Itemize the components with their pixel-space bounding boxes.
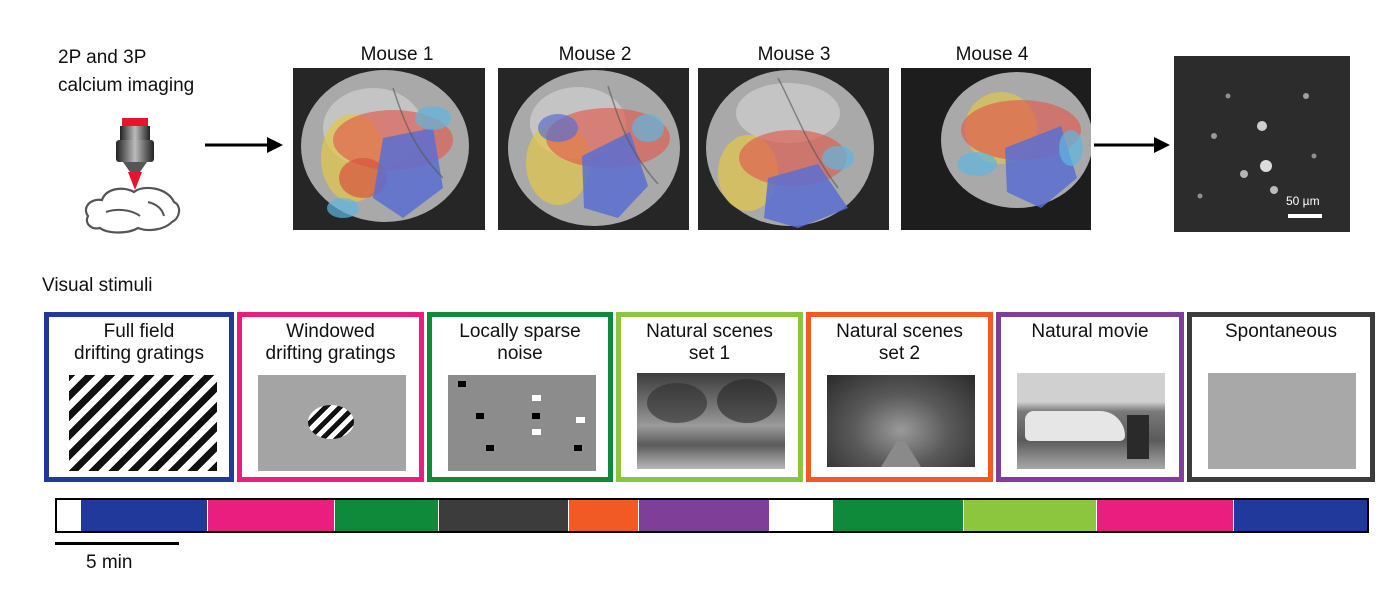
stimulus-locally-sparse-noise: Locally sparse noise <box>427 312 613 482</box>
stimulus-title-line1: Windowed <box>286 321 375 342</box>
retinotopic-map-1 <box>293 68 485 230</box>
mouse-label-3: Mouse 3 <box>757 44 831 65</box>
stimulus-title-line2: set 1 <box>688 343 731 364</box>
retinotopic-map-3 <box>698 68 889 230</box>
mouse-brain-icon <box>84 186 181 234</box>
timeline-segment <box>768 500 833 531</box>
stimulus-natural-movie: Natural movie <box>996 312 1184 482</box>
stimulus-title: Windowed drifting gratings <box>242 321 419 365</box>
timeline-segment <box>207 500 335 531</box>
retinotopic-map-4 <box>901 68 1091 230</box>
stimulus-title-line2: noise <box>497 343 543 364</box>
natural-scene-2-image <box>827 375 975 467</box>
timeline-segment <box>1096 500 1234 531</box>
natural-movie-image <box>1017 373 1165 469</box>
stimulus-title-line1: Locally sparse <box>459 321 581 342</box>
field-of-view-image: 50 µm <box>1174 56 1350 232</box>
stimulus-title-line1: Full field <box>103 321 175 342</box>
arrow-right-icon <box>205 137 283 153</box>
mouse-label-1: Mouse 1 <box>360 44 434 65</box>
timeline-segment <box>437 500 569 531</box>
imaging-title-line2: calcium imaging <box>58 75 195 96</box>
mouse-label-4: Mouse 4 <box>955 44 1029 65</box>
stimulus-timeline-bar <box>55 498 1369 533</box>
retinotopic-map-2 <box>498 68 689 230</box>
stimulus-title-line1: Natural movie <box>1031 321 1149 342</box>
timeline-segment <box>334 500 438 531</box>
stimulus-spontaneous: Spontaneous <box>1187 312 1375 482</box>
timeline-segment <box>638 500 769 531</box>
imaging-title-line1: 2P and 3P <box>58 47 147 68</box>
stimulus-title: Spontaneous <box>1192 321 1370 343</box>
sparse-noise-image <box>448 375 596 471</box>
timeline-scale-bar <box>55 542 179 545</box>
stimulus-title-line2: drifting gratings <box>74 343 204 364</box>
stimulus-title-line1: Spontaneous <box>1225 321 1337 342</box>
stimulus-title-line2: drifting gratings <box>265 343 396 364</box>
stimulus-full-field-drifting-gratings: Full field drifting gratings <box>44 312 234 482</box>
stimulus-title: Natural scenes set 2 <box>811 321 988 365</box>
stimulus-title: Natural scenes set 1 <box>621 321 798 365</box>
stimulus-windowed-drifting-gratings: Windowed drifting gratings <box>237 312 424 482</box>
timeline-segment <box>57 500 81 531</box>
arrow-right-icon <box>1094 137 1170 153</box>
stimulus-title: Full field drifting gratings <box>49 321 229 365</box>
windowed-grating-image <box>258 375 406 471</box>
stimulus-title-line1: Natural scenes <box>646 321 773 342</box>
timeline-segment <box>568 500 639 531</box>
natural-scene-1-image <box>637 373 785 469</box>
timeline-segment <box>832 500 963 531</box>
stimulus-title-line1: Natural scenes <box>836 321 963 342</box>
full-field-grating-image <box>69 375 217 471</box>
microscope-icon <box>116 118 154 190</box>
timeline-scale-label: 5 min <box>86 552 133 573</box>
timeline-segment <box>1233 500 1367 531</box>
stimulus-title: Locally sparse noise <box>432 321 608 365</box>
stimulus-title: Natural movie <box>1001 321 1179 343</box>
stimulus-natural-scenes-set-2: Natural scenes set 2 <box>806 312 993 482</box>
scale-bar-label: 50 µm <box>1286 194 1320 208</box>
mouse-label-2: Mouse 2 <box>558 44 632 65</box>
spontaneous-gray-screen <box>1208 373 1356 469</box>
stimulus-title-line2: set 2 <box>878 343 921 364</box>
timeline-segment <box>962 500 1097 531</box>
section-title-visual-stimuli: Visual stimuli <box>42 275 153 296</box>
stimulus-natural-scenes-set-1: Natural scenes set 1 <box>616 312 803 482</box>
timeline-segment <box>80 500 208 531</box>
